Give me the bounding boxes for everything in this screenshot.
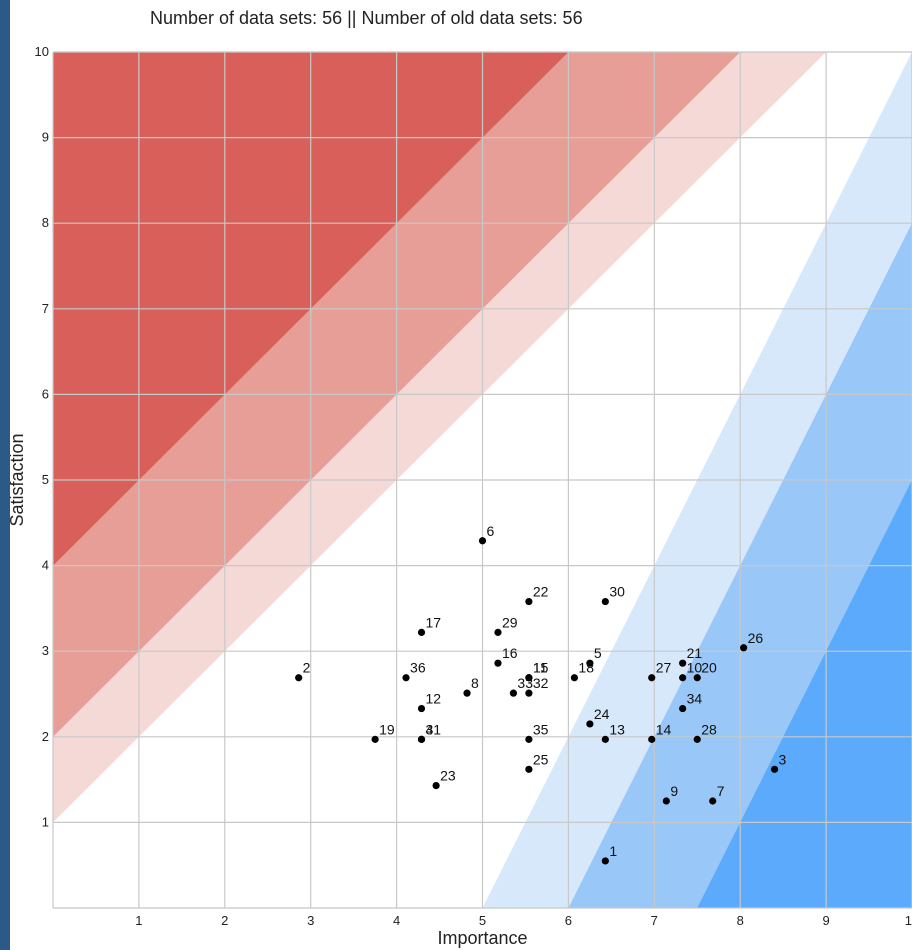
y-tick-label: 5	[42, 472, 49, 487]
x-tick-label: 2	[221, 913, 228, 928]
data-point-7	[709, 797, 717, 805]
point-label-32: 32	[533, 675, 549, 691]
x-tick-label: 5	[479, 913, 486, 928]
point-label-34: 34	[687, 691, 703, 707]
data-point-24	[586, 720, 594, 728]
data-point-17	[417, 628, 426, 636]
data-point-14	[648, 735, 656, 743]
y-tick-label: 9	[42, 130, 49, 145]
data-point-10	[679, 674, 687, 682]
point-label-17: 17	[426, 614, 442, 630]
data-point-8	[463, 689, 471, 697]
point-label-26: 26	[748, 630, 764, 646]
chart-frame: Number of data sets: 56 || Number of old…	[10, 0, 912, 950]
point-label-27: 27	[656, 660, 672, 676]
data-point-21	[679, 659, 687, 667]
point-label-1: 1	[609, 843, 617, 859]
data-point-27	[648, 674, 656, 682]
point-label-12: 12	[426, 691, 442, 707]
data-point-29	[494, 628, 502, 636]
y-axis-title: Satisfaction	[10, 433, 27, 526]
data-point-6	[478, 537, 487, 545]
chart-header: Number of data sets: 56 || Number of old…	[150, 8, 583, 28]
data-point-9	[662, 797, 670, 805]
x-tick-label: 10	[905, 913, 912, 928]
data-point-15	[525, 674, 533, 682]
data-point-1	[601, 857, 609, 865]
point-label-8: 8	[471, 675, 479, 691]
point-label-35: 35	[533, 721, 549, 737]
data-point-16	[494, 659, 502, 667]
y-tick-label: 7	[42, 301, 49, 316]
point-label-36: 36	[410, 660, 426, 676]
x-tick-label: 8	[737, 913, 744, 928]
data-point-19	[371, 735, 379, 743]
point-label-18: 18	[578, 660, 594, 676]
y-tick-label: 10	[35, 44, 49, 59]
x-tick-label: 4	[393, 913, 400, 928]
data-point-35	[525, 735, 533, 743]
point-label-20: 20	[701, 660, 717, 676]
point-label-23: 23	[440, 768, 456, 784]
point-label-5: 5	[594, 645, 602, 661]
point-label-30: 30	[609, 584, 625, 600]
data-point-22	[525, 597, 533, 606]
x-tick-label: 3	[307, 913, 314, 928]
x-tick-label: 7	[651, 913, 658, 928]
point-label-28: 28	[701, 721, 717, 737]
data-point-36	[402, 674, 410, 682]
data-point-2	[295, 674, 303, 682]
data-point-32	[525, 689, 533, 697]
point-label-24: 24	[594, 706, 610, 722]
data-point-28	[693, 735, 701, 743]
data-point-31	[417, 735, 426, 743]
data-point-3	[770, 765, 779, 773]
point-label-9: 9	[670, 783, 678, 799]
point-label-33: 33	[517, 675, 533, 691]
point-label-25: 25	[533, 751, 549, 767]
y-tick-label: 8	[42, 215, 49, 230]
point-label-2: 2	[303, 660, 311, 676]
point-label-31: 31	[426, 721, 442, 737]
data-point-26	[740, 644, 748, 652]
y-tick-label: 3	[42, 643, 49, 658]
y-tick-label: 6	[42, 386, 49, 401]
point-label-3: 3	[779, 751, 787, 767]
data-point-30	[601, 597, 609, 606]
y-tick-label: 2	[42, 729, 49, 744]
data-point-34	[679, 704, 687, 713]
point-label-13: 13	[609, 721, 625, 737]
point-label-11: 11	[533, 660, 548, 676]
y-tick-label: 1	[42, 814, 49, 829]
point-label-19: 19	[379, 721, 395, 737]
point-label-16: 16	[502, 645, 518, 661]
point-label-4: 4	[426, 721, 434, 737]
grid-layer	[52, 51, 912, 909]
data-point-25	[525, 765, 533, 773]
data-point-23	[432, 781, 440, 790]
data-point-13	[601, 735, 609, 743]
point-label-7: 7	[717, 783, 725, 799]
point-label-22: 22	[533, 584, 549, 600]
data-point-12	[417, 704, 426, 713]
zone-blue-dark	[697, 480, 912, 908]
y-tick-label: 4	[42, 558, 49, 573]
x-tick-label: 1	[135, 913, 142, 928]
data-point-18	[570, 674, 579, 682]
x-axis-title: Importance	[437, 928, 527, 948]
data-point-33	[509, 689, 518, 697]
point-label-15: 15	[533, 660, 549, 676]
point-label-29: 29	[502, 614, 518, 630]
x-tick-label: 6	[565, 913, 572, 928]
data-point-20	[693, 674, 701, 682]
point-label-21: 21	[687, 645, 703, 661]
point-label-10: 10	[687, 660, 703, 676]
point-label-14: 14	[656, 721, 672, 737]
point-label-6: 6	[487, 523, 495, 539]
x-tick-label: 9	[822, 913, 829, 928]
data-point-5	[586, 659, 594, 667]
